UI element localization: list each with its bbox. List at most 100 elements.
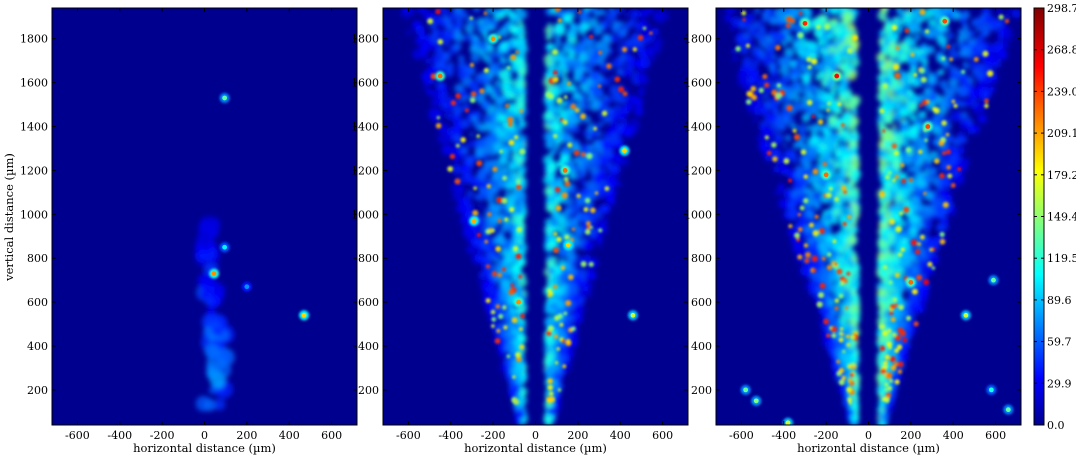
hotspot	[831, 71, 842, 82]
hotspot	[560, 165, 571, 176]
x-tick-label: -600	[396, 429, 421, 442]
x-tick-label: 600	[985, 429, 1006, 442]
plume-cloud	[194, 216, 235, 412]
hotspot	[799, 18, 810, 29]
y-tick-label: 1600	[684, 77, 712, 90]
x-tick-label: -600	[65, 429, 90, 442]
colorbar-tick-label: 0.0	[1047, 419, 1065, 432]
heatmap-background	[52, 8, 357, 425]
y-tick-label: 1400	[20, 121, 48, 134]
y-tick-label: 400	[691, 340, 712, 353]
y-tick-label: 1200	[20, 164, 48, 177]
y-tick-label: 1200	[351, 164, 379, 177]
y-tick-label: 1400	[351, 121, 379, 134]
y-axis-label: vertical distance (µm)	[2, 153, 16, 282]
heatmap-panel-2: -600 -400 -200 0 200 400 600 200 400 600 800 1000 12…	[351, 7, 689, 455]
x-tick-label: 600	[652, 429, 673, 442]
y-tick-label: 1200	[684, 164, 712, 177]
x-tick-label: 0	[865, 429, 872, 442]
x-tick-label: 400	[943, 429, 964, 442]
x-tick-label: 200	[900, 429, 921, 442]
hotspot	[939, 16, 950, 27]
colorbar-gradient	[1034, 8, 1044, 425]
colorbar-tick-label: 179.2	[1047, 169, 1076, 182]
hotspot	[922, 121, 933, 132]
y-tick-label: 800	[27, 252, 48, 265]
x-tick-label: 200	[567, 429, 588, 442]
hotspot	[783, 417, 794, 425]
hotspot	[1003, 404, 1014, 415]
hotspot	[299, 310, 310, 321]
y-tick-label: 1400	[684, 121, 712, 134]
y-tick-label: 1000	[20, 208, 48, 221]
colorbar-tick-label: 59.7	[1047, 336, 1072, 349]
x-tick-label: 600	[321, 429, 342, 442]
y-tick-label: 1800	[20, 33, 48, 46]
heatmap-panel-1: -600 -400 -200 0 200 400 600 200 400 600 800 1000 12…	[20, 7, 358, 455]
y-tick-label: 600	[27, 296, 48, 309]
y-tick-label: 800	[358, 252, 379, 265]
y-tick-label: 1600	[20, 77, 48, 90]
hotspot	[488, 33, 499, 44]
hotspot	[821, 169, 832, 180]
colorbar-tick-label: 149.4	[1047, 211, 1076, 224]
y-tick-label: 1800	[351, 33, 379, 46]
colorbar-tick-label: 209.1	[1047, 127, 1076, 140]
x-tick-label: 200	[236, 429, 257, 442]
panels-group: -600 -400 -200 0 200 400 600 200 400 600 800 1000 12…	[20, 7, 1022, 455]
y-tick-label: 1600	[351, 77, 379, 90]
hotspot	[219, 242, 230, 253]
x-axis-label: horizontal distance (µm)	[797, 441, 940, 455]
x-tick-label: 0	[532, 429, 539, 442]
colorbar-tick-label: 29.9	[1047, 377, 1072, 390]
hotspot	[435, 71, 446, 82]
y-tick-label: 800	[691, 252, 712, 265]
speckles	[735, 9, 1010, 405]
colorbar-tick-label: 89.6	[1047, 294, 1072, 307]
x-tick-label: -200	[150, 429, 175, 442]
y-tick-label: 200	[27, 384, 48, 397]
x-tick-label: 400	[610, 429, 631, 442]
hotspot	[960, 310, 971, 321]
y-tick-label: 400	[27, 340, 48, 353]
x-tick-label: -400	[107, 429, 132, 442]
y-tick-label: 200	[691, 384, 712, 397]
colorbar-tick-label: 119.5	[1047, 252, 1076, 265]
hotspot	[219, 92, 230, 103]
hotspot	[751, 395, 762, 406]
y-tick-label: 1800	[684, 33, 712, 46]
hotspot	[986, 384, 997, 395]
x-tick-label: -200	[481, 429, 506, 442]
plume-cloud	[400, 8, 669, 425]
colorbar-tick-label: 298.7	[1047, 2, 1076, 15]
y-tick-label: 600	[358, 296, 379, 309]
plume-cloud	[724, 8, 1021, 425]
hotspot	[241, 281, 252, 292]
hotspot	[513, 297, 524, 308]
hotspot	[209, 268, 220, 279]
hotspot	[627, 310, 638, 321]
x-tick-label: -200	[814, 429, 839, 442]
x-axis-label: horizontal distance (µm)	[464, 441, 607, 455]
y-tick-label: 200	[358, 384, 379, 397]
hotspot	[988, 275, 999, 286]
colorbar-tick-label: 239.0	[1047, 85, 1076, 98]
hotspot	[619, 145, 630, 156]
hotspot	[469, 215, 480, 226]
x-tick-label: 0	[201, 429, 208, 442]
x-axis-label: horizontal distance (µm)	[133, 441, 276, 455]
x-tick-label: -400	[771, 429, 796, 442]
x-tick-label: 400	[279, 429, 300, 442]
x-tick-label: -600	[729, 429, 754, 442]
y-tick-label: 400	[358, 340, 379, 353]
speckles	[427, 8, 653, 405]
heatmap-panel-3: -600 -400 -200 0 200 400 600 200 400 600 800 1000 12…	[684, 7, 1022, 455]
y-tick-label: 1000	[351, 208, 379, 221]
hotspot	[563, 240, 574, 251]
colorbar-tick-label: 268.8	[1047, 44, 1076, 57]
y-tick-label: 600	[691, 296, 712, 309]
hotspot	[740, 384, 751, 395]
colorbar: 298.7 268.8 239.0 209.1 179.2 149.4 119.5 89.6 5…	[1033, 2, 1076, 432]
x-tick-label: -400	[438, 429, 463, 442]
